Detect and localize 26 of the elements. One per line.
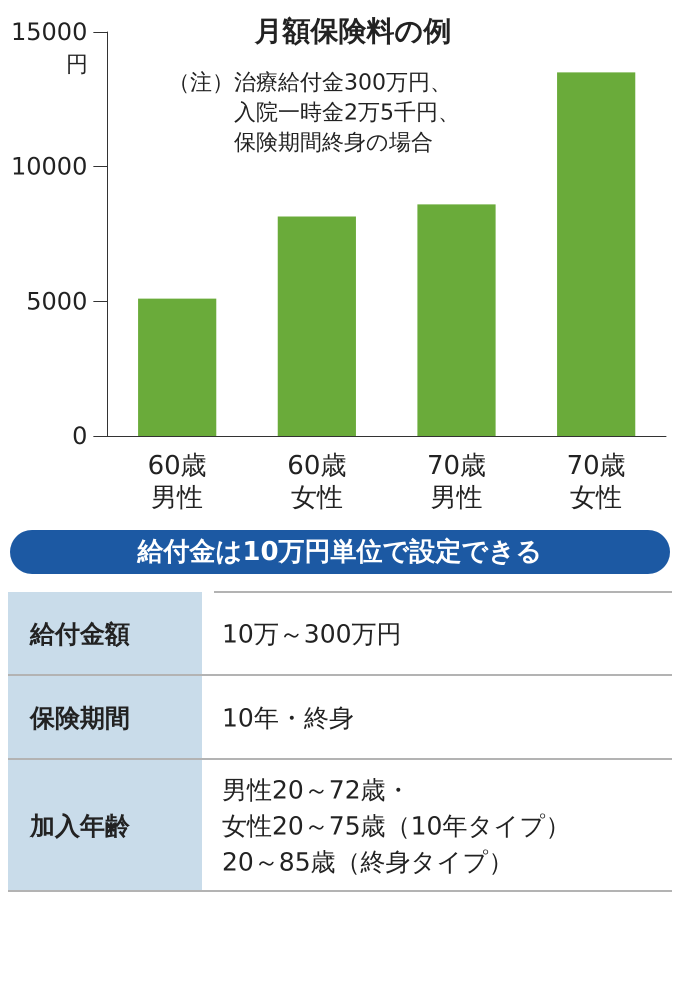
x-tick-label: 60歳男性: [148, 451, 207, 513]
x-tick-label: 60歳女性: [287, 451, 346, 513]
x-tick-label: 70歳男性: [426, 451, 486, 513]
category-label: 給付金額: [29, 620, 130, 648]
y-axis-title: 円: [66, 52, 88, 78]
bar: [417, 204, 496, 436]
bar: [557, 72, 636, 436]
category-label: 保険期間: [29, 704, 130, 732]
y-tick-label: 15000: [10, 18, 88, 46]
annotation: 入院一時金2万5千円、: [234, 100, 460, 126]
annotation: （注）治療給付金300万円、: [168, 70, 452, 96]
y-tick-label: 10000: [10, 152, 88, 181]
text: 女性20～75歳（10年タイプ）: [222, 812, 570, 840]
chart-title: 月額保険料の例: [254, 14, 452, 48]
annotation: 保険期間終身の場合: [234, 130, 433, 156]
y-tick-label: 0: [72, 422, 88, 450]
bar: [138, 298, 216, 436]
text: 10万～300万円: [222, 620, 402, 648]
x-tick-label: 70歳女性: [566, 451, 626, 513]
bar: [278, 216, 356, 436]
text: 男性20～72歳・: [222, 776, 411, 804]
y-tick-label: 5000: [26, 287, 88, 316]
text: 給付金は10万円単位で設定できる: [136, 537, 543, 567]
text: 20～85歳（終身タイプ）: [222, 848, 514, 876]
category-label: 加入年齢: [29, 812, 131, 840]
text: 10年・終身: [222, 704, 354, 732]
